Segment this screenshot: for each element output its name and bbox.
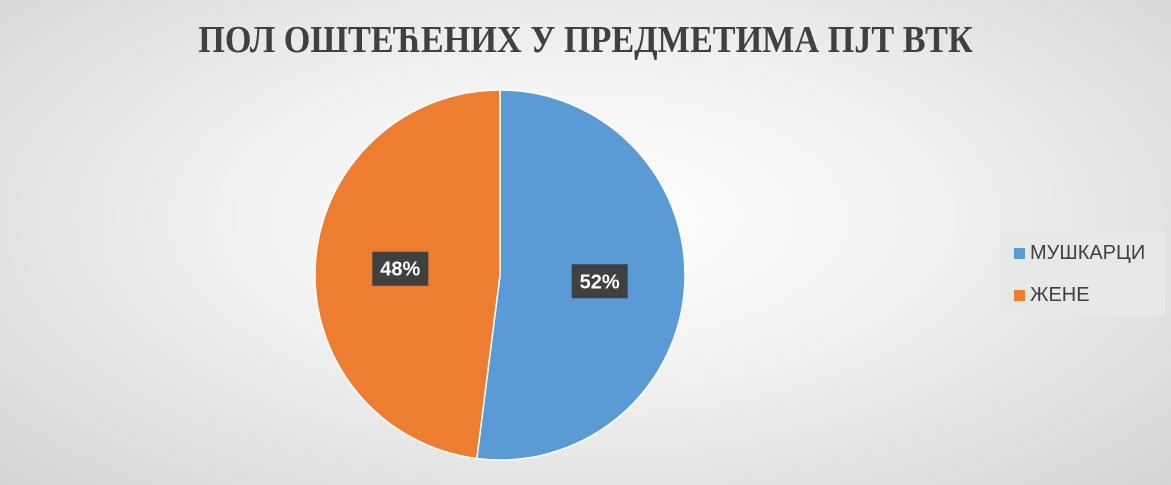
legend-item-women: ЖЕНЕ (1014, 284, 1090, 307)
chart-title: ПОЛ ОШТЕЋЕНИХ У ПРЕДМЕТИМА ПЈТ ВТК (198, 19, 973, 61)
legend: МУШКАРЦИ ЖЕНЕ (1000, 232, 1165, 316)
data-label-0: 52% (571, 264, 628, 299)
legend-label: ЖЕНЕ (1030, 284, 1090, 306)
legend-item-men: МУШКАРЦИ (1014, 242, 1145, 265)
data-label-text: 52% (580, 271, 620, 293)
data-label-text: 48% (380, 259, 420, 281)
legend-swatch (1014, 248, 1025, 259)
data-label-1: 48% (372, 251, 429, 286)
legend-label: МУШКАРЦИ (1030, 242, 1146, 264)
legend-swatch (1014, 290, 1025, 301)
data-label-box (571, 264, 628, 299)
data-label-box (372, 251, 429, 286)
